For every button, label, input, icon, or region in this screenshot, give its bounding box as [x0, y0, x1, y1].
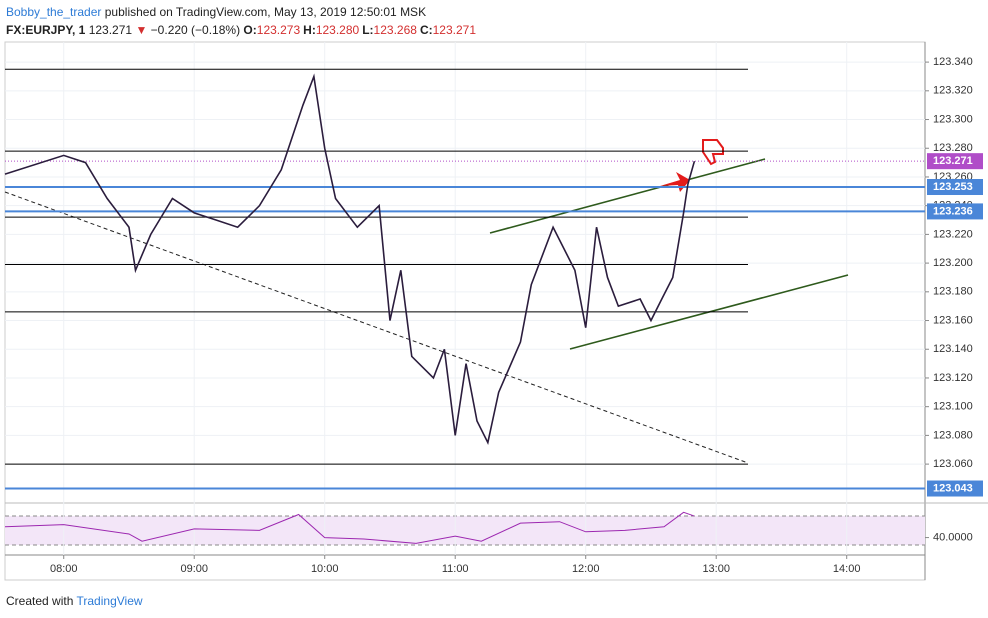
down-arrow: ▼ [135, 23, 148, 37]
last: 123.271 [88, 23, 133, 37]
price-line [4, 73, 696, 445]
price-label: 123.236 [933, 205, 973, 217]
x-tick-label: 09:00 [180, 563, 208, 575]
x-tick-label: 14:00 [833, 563, 861, 575]
y-tick-label: 123.080 [933, 429, 973, 441]
symbol: FX:EURJPY, 1 [6, 23, 86, 37]
ohlc-value: 123.280 [315, 23, 360, 37]
frame [4, 41, 926, 581]
price-label-box [927, 480, 983, 497]
change: −0.220 (−0.18%) [150, 23, 241, 37]
x-tick-label: 12:00 [572, 563, 600, 575]
y-tick-label: 123.100 [933, 401, 973, 413]
y-tick-label: 123.140 [933, 343, 973, 355]
x-tick-label: 10:00 [311, 563, 339, 575]
channel-upper [489, 158, 766, 234]
red-arrow [660, 172, 690, 192]
y-tick-label: 123.220 [933, 228, 973, 240]
ohlc-value: 123.273 [256, 23, 301, 37]
ohlc-label: C: [419, 23, 433, 37]
price-label: 123.271 [933, 155, 973, 167]
published: published on TradingView.com, May 13, 20… [104, 5, 427, 19]
price-label-box [927, 179, 983, 196]
y-tick-label: 123.180 [933, 286, 973, 298]
price-label-box [927, 203, 983, 220]
x-tick-label: 08:00 [50, 563, 78, 575]
price-label-box [927, 153, 983, 170]
ohlc: O:123.273 H:123.280 L:123.268 C:123.271 [243, 23, 479, 37]
y-tick-label: 123.060 [933, 458, 973, 470]
ohlc-value: 123.268 [373, 23, 417, 37]
price-label: 123.253 [933, 181, 973, 193]
rsi-tick-label: 40.0000 [933, 531, 973, 543]
footer-brand[interactable]: TradingView [76, 594, 143, 608]
x-tick-label: 11:00 [442, 563, 469, 575]
y-tick-label: 123.200 [933, 257, 973, 269]
y-tick-label: 123.340 [933, 56, 973, 68]
y-tick-label: 123.300 [933, 113, 973, 125]
ohlc-label: O: [243, 23, 257, 37]
ohlc-label: L: [362, 23, 374, 37]
author[interactable]: Bobby_the_trader [6, 5, 102, 19]
footer-text: Created with [6, 594, 74, 608]
footer: Created with TradingView [6, 594, 143, 608]
ohlc-value: 123.271 [432, 23, 476, 37]
y-tick-label: 123.280 [933, 142, 973, 154]
y-tick-label: 123.120 [933, 372, 973, 384]
price-label: 123.043 [933, 482, 973, 494]
quote-line: FX:EURJPY, 1 123.271 ▼ −0.220 (−0.18%) O… [6, 23, 479, 37]
x-tick-label: 13:00 [702, 563, 730, 575]
thumbs-down [702, 139, 724, 166]
rsi-line [4, 511, 695, 544]
trend-line [4, 191, 749, 464]
y-tick-label: 123.320 [933, 85, 973, 97]
chart: 123.060 123.080 123.100 123.120 123.140 123.1… [4, 41, 988, 581]
ohlc-label: H: [303, 23, 316, 37]
rsi-band [5, 516, 925, 545]
header-line: Bobby_the_trader published on TradingVie… [6, 5, 426, 19]
y-tick-label: 123.160 [933, 314, 973, 326]
